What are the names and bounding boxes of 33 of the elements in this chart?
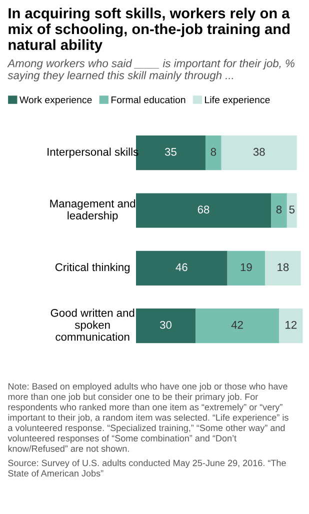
chart-title: In acquiring soft skills, workers rely on a mix of schooling, on-the-job training and natural ability — [8, 8, 290, 53]
bar — [286, 193, 297, 228]
data-label: 8 — [210, 148, 216, 156]
data-label: 38 — [253, 148, 265, 156]
bar — [196, 308, 279, 344]
legend-label: Formal education — [111, 96, 186, 104]
data-label: 5 — [289, 206, 295, 214]
bar — [265, 250, 301, 286]
bar — [136, 193, 272, 228]
legend-label: Work experience — [19, 96, 92, 106]
bar — [278, 308, 303, 344]
data-label: 68 — [198, 206, 210, 214]
data-label: 35 — [164, 148, 176, 156]
source-note: Source: Survey of U.S. adults conducted May 25-June 29, 2016. “The State of American Jobs” — [8, 460, 286, 477]
bar — [205, 136, 222, 170]
y-tick-label: Critical thinking — [55, 262, 130, 274]
bar — [221, 136, 297, 170]
data-label: 18 — [278, 263, 289, 272]
legend-label: Life experience — [205, 96, 270, 106]
bar — [271, 193, 287, 228]
bar — [227, 250, 266, 286]
data-label: 46 — [176, 263, 188, 272]
bar — [136, 308, 196, 344]
chart-subtitle: Among workers who said ____ is important for their job, % saying they learned this skill mainly through ... — [7, 59, 294, 82]
y-tick-label: Good written and spoken communication — [50, 308, 134, 341]
y-tick-label: Management and leadership — [50, 199, 136, 222]
data-label: 30 — [160, 320, 172, 329]
bar — [136, 250, 228, 286]
text: Note: Based on employed adults who have one job or those who have more than one job but consider one to be their primary job. For respondents who ranked more than one item as “extremely” or “very” important to their job, a random item was selected. “Life experience” is a volunteered response. “Specialized training,” “Some other way” and volunteered responses of “Some combination” and “Don’t know/Refused” are not shown. — [8, 382, 288, 452]
data-label: 8 — [276, 206, 282, 214]
data-label: 42 — [231, 320, 243, 329]
data-label: 19 — [240, 263, 252, 272]
data-label: 12 — [286, 320, 297, 329]
